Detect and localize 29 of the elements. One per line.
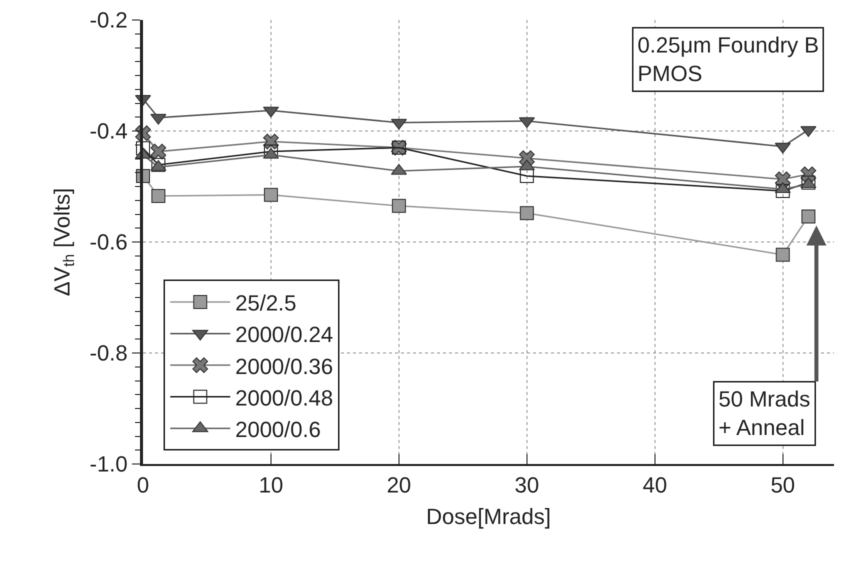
point [776, 248, 790, 262]
x-axis-title: Dose[Mrads] [426, 504, 551, 529]
legend-label: 2000/0.24 [235, 322, 334, 348]
point [520, 206, 534, 220]
x-tick-label: 50 [770, 472, 796, 498]
legend-label: 2000/0.48 [235, 385, 334, 410]
legend-label: 2000/0.36 [235, 354, 334, 379]
y-tick-label: -1.0 [90, 452, 128, 477]
annotation: 0.25μm Foundry B PMOS [638, 32, 819, 86]
x-tick-label: 20 [386, 472, 412, 498]
y-tick-label: -0.2 [90, 8, 128, 33]
point [392, 198, 406, 213]
point [520, 168, 534, 183]
point [776, 184, 790, 198]
x-tick-label: 10 [258, 472, 284, 498]
y-tick-label: -0.4 [90, 118, 128, 144]
point [264, 188, 278, 202]
legend-label: 2000/0.6 [235, 416, 321, 442]
point [151, 188, 166, 203]
x-tick-label: 40 [642, 472, 668, 498]
y-tick-label: -0.8 [90, 340, 128, 366]
x-tick-label: 0 [136, 472, 150, 498]
legend-label: 25/2.5 [235, 290, 296, 316]
x-tick-label: 30 [514, 472, 540, 498]
point [150, 144, 166, 160]
y-tick-label: -0.6 [90, 230, 128, 255]
point [801, 209, 816, 224]
point [136, 141, 150, 156]
annotation: 50 Mrads + Anneal [718, 386, 810, 440]
